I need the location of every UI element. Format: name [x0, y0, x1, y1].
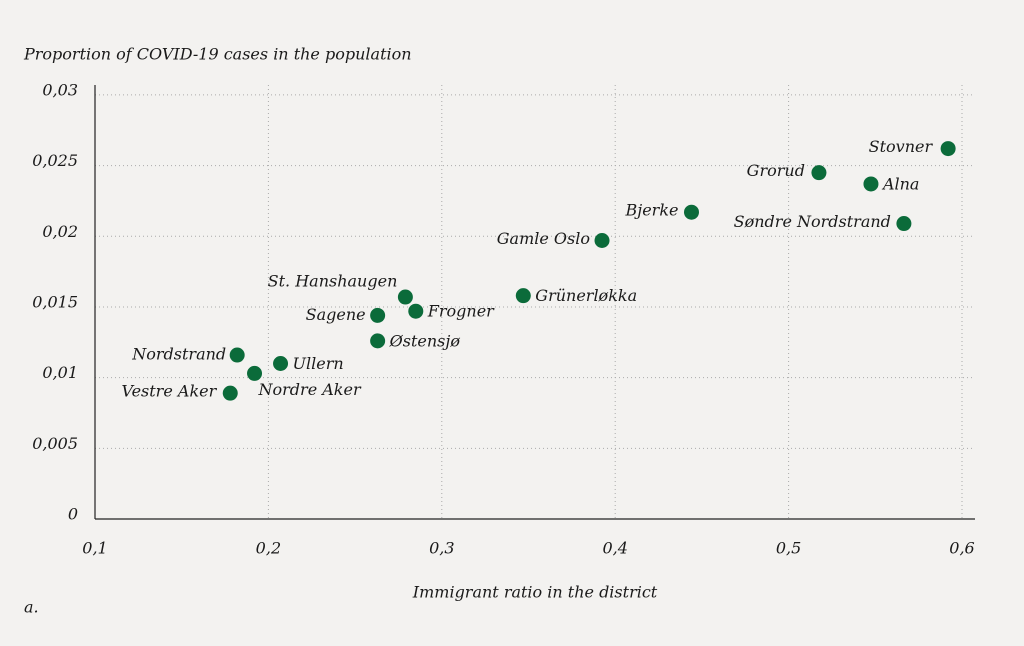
point-label: Grünerløkka	[535, 286, 637, 305]
y-tick-label: 0,02	[42, 222, 78, 241]
x-tick-label: 0,6	[949, 539, 974, 558]
point	[683, 204, 699, 220]
point-label: Frogner	[427, 302, 495, 321]
point	[594, 233, 610, 249]
y-tick-label: 0,015	[32, 292, 78, 311]
point-label: St. Hanshaugen	[268, 272, 398, 291]
point-label: Østensjø	[389, 331, 461, 350]
point-label: Stovner	[869, 137, 934, 156]
point	[370, 307, 386, 323]
point	[940, 141, 956, 157]
point-label: Alna	[881, 174, 920, 193]
x-tick-label: 0,1	[82, 539, 107, 558]
point-label: Nordre Aker	[258, 380, 362, 399]
y-tick-label: 0,025	[32, 151, 78, 170]
point	[811, 165, 827, 181]
point-label: Sagene	[306, 305, 366, 324]
point	[515, 288, 531, 304]
point-label: Bjerke	[624, 201, 678, 220]
point	[863, 176, 879, 192]
point-label: Ullern	[293, 354, 344, 373]
point-label: Nordstrand	[131, 345, 226, 364]
point-label: Søndre Nordstrand	[734, 212, 891, 231]
y-tick-label: 0,005	[32, 434, 78, 453]
point	[408, 303, 424, 319]
point	[397, 289, 413, 305]
chart-title: Proportion of COVID-19 cases in the popu…	[23, 45, 412, 64]
point	[896, 216, 912, 232]
y-tick-label: 0,01	[42, 363, 78, 382]
x-tick-label: 0,4	[602, 539, 627, 558]
x-tick-label: 0,5	[776, 539, 801, 558]
point-label: Grorud	[747, 161, 805, 180]
y-tick-label: 0	[68, 505, 78, 524]
point	[222, 385, 238, 401]
x-tick-label: 0,3	[429, 539, 454, 558]
x-axis-label: Immigrant ratio in the district	[412, 583, 658, 602]
point	[229, 347, 245, 363]
x-tick-label: 0,2	[256, 539, 281, 558]
point-label: Gamle Oslo	[497, 229, 590, 248]
point-label: Vestre Aker	[121, 382, 217, 401]
caption: a.	[24, 598, 39, 617]
point	[370, 333, 386, 349]
point	[247, 365, 263, 381]
point	[273, 355, 289, 371]
y-tick-label: 0,03	[42, 80, 78, 99]
